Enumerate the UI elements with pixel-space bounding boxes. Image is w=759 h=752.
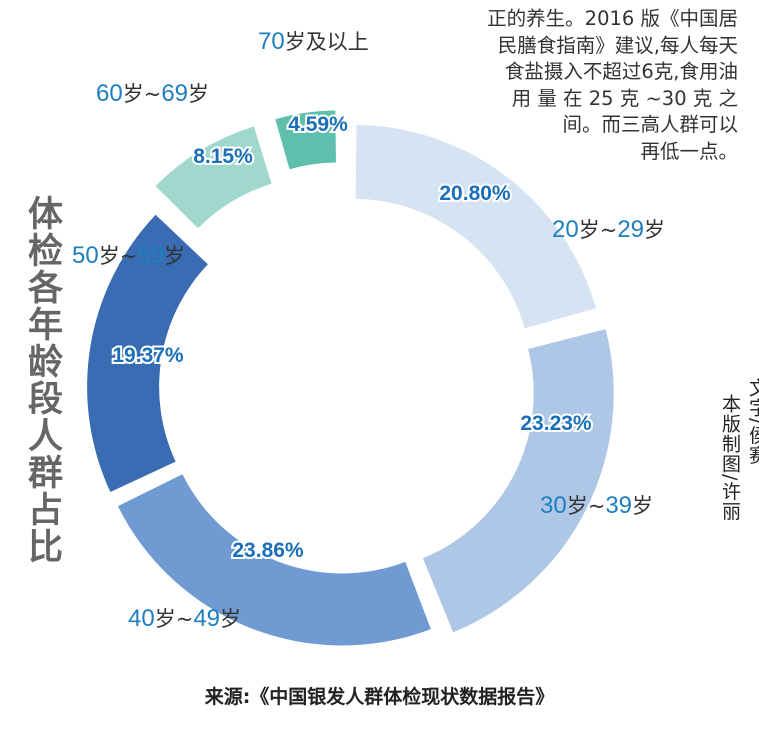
slice-value-label: 4.59% [288, 113, 348, 136]
paragraph-line: 用 量 在 25 克 ~30 克 之 [511, 86, 738, 110]
credit-text: 文字/侯赛 [746, 378, 759, 466]
chart-title: 体检各年龄段人群占比 [22, 195, 62, 565]
credit: 文字/侯赛 本版制图/许丽 [717, 378, 759, 521]
data-source: 来源:《中国银发人群体检现状数据报告》 [204, 686, 555, 708]
article-paragraph: 正的养生。2016 版《中国居 民膳食指南》建议,每人每天 食盐摄入不超过6克,… [400, 6, 738, 165]
category-label-40-49: 40岁~49岁 [128, 605, 242, 632]
paragraph-line: 再低一点。 [640, 139, 738, 163]
donut-slice-5 [275, 110, 336, 170]
category-label-70-plus: 70岁及以上 [258, 28, 369, 55]
slice-value-label: 23.86% [232, 539, 304, 562]
paragraph-line: 间。而三高人群可以 [562, 113, 738, 136]
donut-slice-2 [117, 474, 431, 646]
slice-value-label: 20.80% [439, 182, 511, 205]
category-label-30-39: 30岁~39岁 [540, 492, 654, 519]
category-label-50-59: 50岁~59岁 [72, 242, 186, 269]
paragraph-line: 食盐摄入不超过6克,食用油 [504, 60, 738, 83]
category-label-20-29: 20岁~29岁 [552, 216, 666, 243]
donut-slice-1 [422, 329, 614, 633]
slice-value-label: 19.37% [112, 344, 184, 367]
slice-value-label: 8.15% [193, 145, 253, 168]
donut-slice-3 [87, 214, 208, 493]
paragraph-line: 民膳食指南》建议,每人每天 [497, 33, 738, 57]
donut-slice-4 [155, 126, 272, 229]
paragraph-line: 正的养生。2016 版《中国居 [487, 7, 738, 30]
category-label-60-69: 60岁~69岁 [96, 80, 210, 107]
slice-value-label: 23.23% [520, 412, 592, 435]
donut-slice-0 [355, 124, 596, 329]
credit-graphic: 本版制图/许丽 [719, 394, 741, 522]
